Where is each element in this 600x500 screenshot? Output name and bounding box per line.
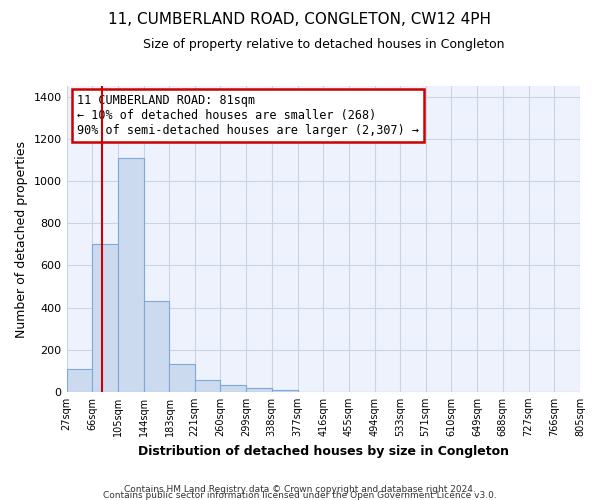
Text: Contains public sector information licensed under the Open Government Licence v3: Contains public sector information licen…	[103, 490, 497, 500]
Bar	[118, 158, 144, 392]
Bar	[220, 386, 246, 392]
Bar	[194, 380, 220, 392]
Text: 11, CUMBERLAND ROAD, CONGLETON, CW12 4PH: 11, CUMBERLAND ROAD, CONGLETON, CW12 4PH	[109, 12, 491, 28]
Title: Size of property relative to detached houses in Congleton: Size of property relative to detached ho…	[143, 38, 504, 51]
Bar	[272, 390, 298, 392]
Y-axis label: Number of detached properties: Number of detached properties	[15, 140, 28, 338]
Bar	[67, 368, 92, 392]
Bar	[246, 388, 272, 392]
Bar	[92, 244, 118, 392]
Text: Contains HM Land Registry data © Crown copyright and database right 2024.: Contains HM Land Registry data © Crown c…	[124, 484, 476, 494]
Bar	[144, 301, 169, 392]
Text: 11 CUMBERLAND ROAD: 81sqm
← 10% of detached houses are smaller (268)
90% of semi: 11 CUMBERLAND ROAD: 81sqm ← 10% of detac…	[77, 94, 419, 137]
Bar	[169, 364, 195, 392]
X-axis label: Distribution of detached houses by size in Congleton: Distribution of detached houses by size …	[138, 444, 509, 458]
